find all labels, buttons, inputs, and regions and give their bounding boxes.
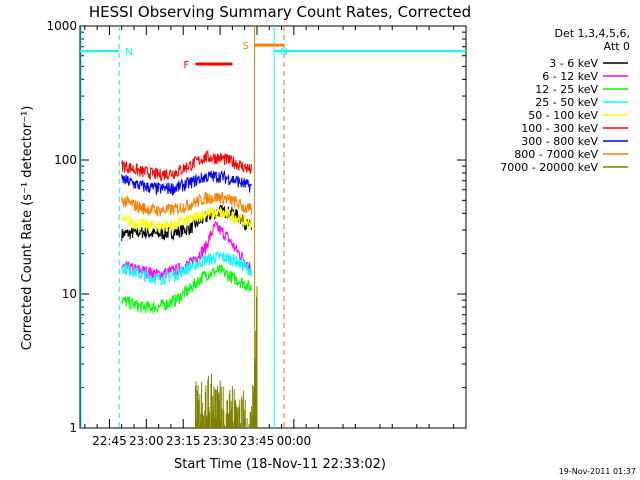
x-tick-label: 23:15 [166, 434, 201, 448]
night-label: N [280, 47, 287, 58]
series-layer [121, 149, 258, 428]
series-line [121, 191, 253, 218]
y-tick-label: 100 [54, 153, 77, 167]
series-line [121, 220, 252, 282]
series-line [121, 149, 253, 182]
y-axis: 1 10 100 1000 [46, 19, 466, 435]
plot-frame [79, 25, 467, 429]
y-tick-label: 1 [69, 421, 77, 435]
legend-label: 3 - 6 keV [549, 57, 598, 70]
legend-label: 7000 - 20000 keV [500, 161, 598, 174]
legend-label: 25 - 50 keV [535, 96, 598, 109]
series-line [121, 169, 253, 197]
legend-label: 6 - 12 keV [542, 70, 598, 83]
saa-label: S [243, 41, 249, 52]
legend-header: Det 1,3,4,5,6, [554, 27, 630, 40]
x-tick-label: 23:30 [203, 434, 238, 448]
chart-title: HESSI Observing Summary Count Rates, Cor… [89, 3, 471, 21]
series-line [121, 251, 253, 287]
x-tick-label: 23:45 [240, 434, 275, 448]
series-line [195, 286, 258, 428]
y-axis-label: Corrected Count Rate (s⁻¹ detector⁻¹) [20, 106, 35, 351]
legend-label: 100 - 300 keV [521, 122, 598, 135]
night-label: N [125, 47, 132, 58]
legend-label: 300 - 800 keV [521, 135, 598, 148]
x-axis-label: Start Time (18-Nov-11 22:33:02) [174, 457, 386, 472]
annotations: N N F S [80, 26, 466, 428]
legend-label: 50 - 100 keV [528, 109, 598, 122]
series-line [121, 207, 253, 233]
x-tick-label: 00:00 [277, 434, 312, 448]
y-tick-label: 1000 [46, 19, 77, 33]
flare-label: F [183, 60, 189, 71]
series-line [121, 264, 253, 314]
x-axis: 22:45 23:00 23:15 23:30 23:45 00:00 [84, 26, 467, 448]
legend-label: 12 - 25 keV [535, 83, 598, 96]
legend-header: Att 0 [604, 40, 630, 53]
legend-label: 800 - 7000 keV [514, 148, 598, 161]
x-tick-label: 23:00 [129, 434, 164, 448]
x-tick-label: 22:45 [92, 434, 127, 448]
footer-date: 19-Nov-2011 01:37 [559, 467, 636, 476]
y-tick-label: 10 [62, 287, 77, 301]
